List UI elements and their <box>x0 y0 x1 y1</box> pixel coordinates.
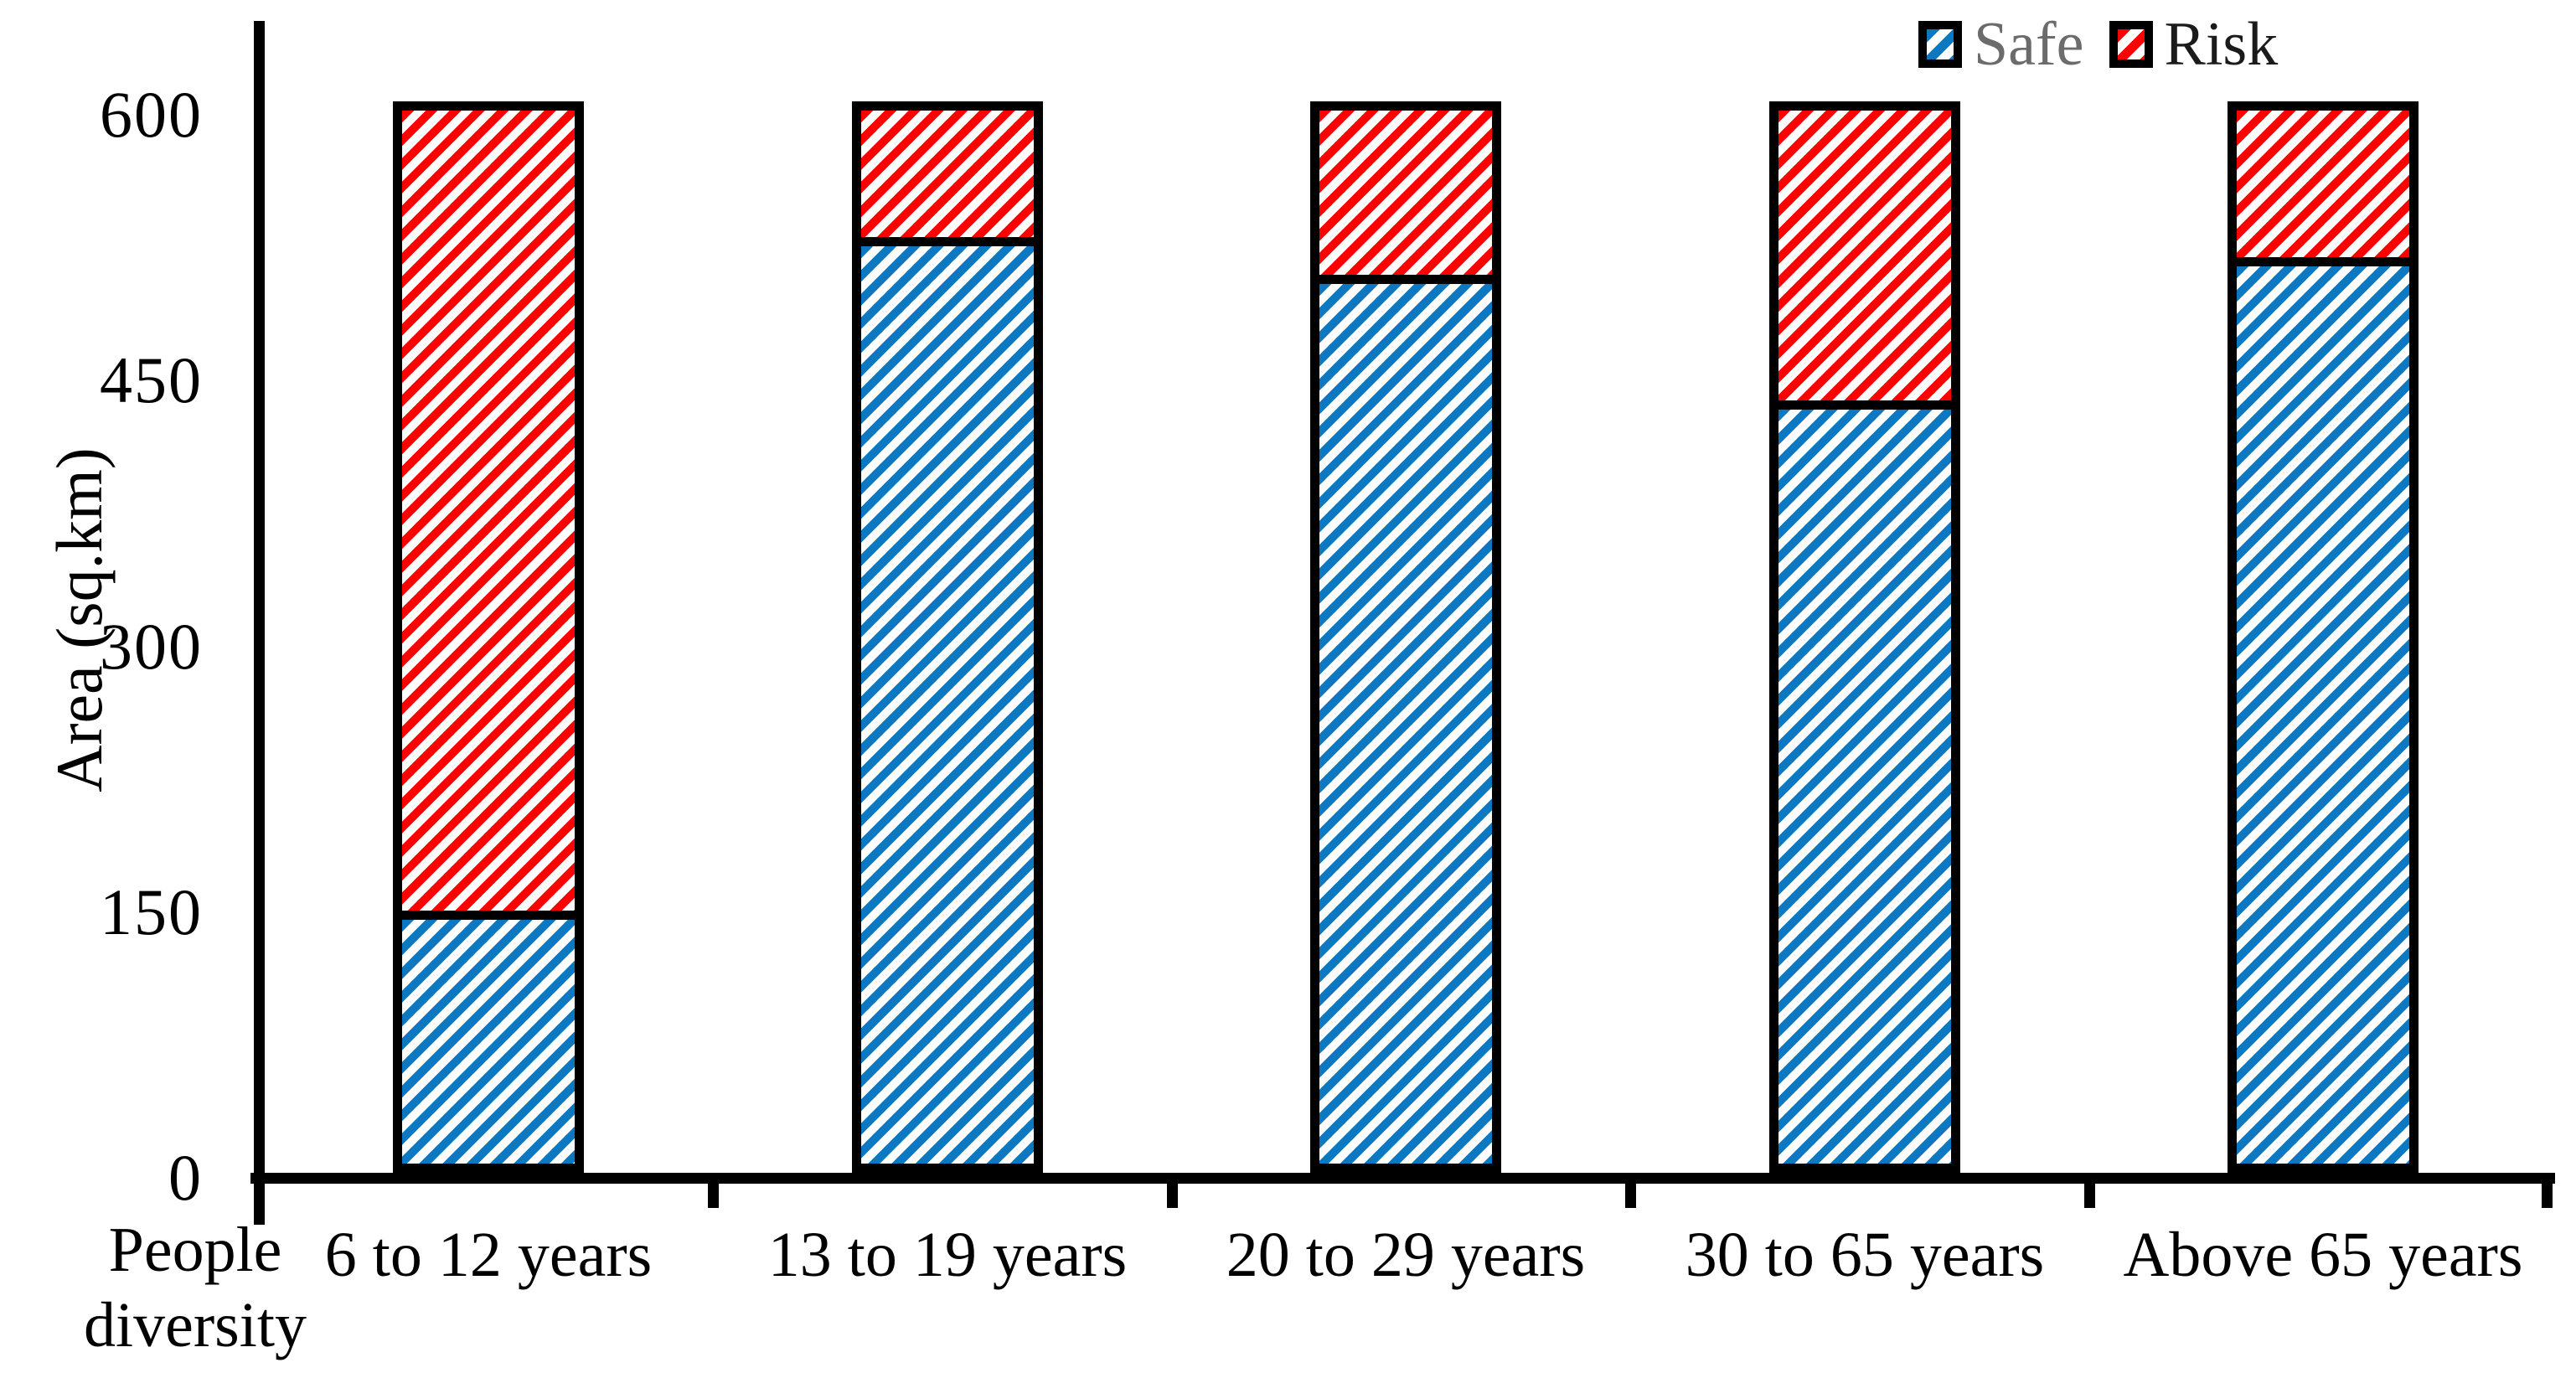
legend-entry-safe: Safe <box>1918 13 2084 75</box>
bar-safe-segment-3 <box>1769 400 1960 1173</box>
bar-risk-segment-4 <box>2228 101 2419 266</box>
bar-risk-segment-0 <box>393 101 584 920</box>
x-axis-tick-0 <box>708 1173 719 1208</box>
bar-risk-segment-1 <box>852 101 1043 247</box>
legend-swatch-risk <box>2109 21 2153 68</box>
bar-safe-segment-1 <box>852 237 1043 1173</box>
y-axis-line <box>254 21 265 1225</box>
bar-safe-segment-0 <box>393 910 584 1173</box>
x-axis-tick-4 <box>2542 1173 2553 1208</box>
chart-legend: Safe Risk <box>1918 13 2291 75</box>
x-axis-tick-2 <box>1625 1173 1636 1208</box>
x-axis-tick-1 <box>1167 1173 1178 1208</box>
y-tick-label-300: 300 <box>100 609 203 683</box>
bar-risk-segment-2 <box>1310 101 1501 284</box>
category-label-2: 20 to 29 years <box>1226 1220 1586 1290</box>
bar-risk-segment-3 <box>1769 101 1960 410</box>
legend-entry-risk: Risk <box>2109 10 2279 79</box>
x-axis-title: People diversity <box>84 1215 307 1360</box>
legend-label-risk: Risk <box>2164 10 2279 79</box>
bar-safe-segment-4 <box>2228 256 2419 1173</box>
x-axis-tick-3 <box>2084 1173 2095 1208</box>
category-label-3: 30 to 65 years <box>1685 1220 2045 1290</box>
x-axis-line <box>250 1173 2555 1184</box>
category-label-1: 13 to 19 years <box>767 1220 1128 1290</box>
bar-safe-segment-2 <box>1310 274 1501 1173</box>
y-tick-label-0: 0 <box>168 1141 203 1214</box>
category-label-4: Above 65 years <box>2123 1220 2523 1290</box>
legend-label-safe: Safe <box>1974 10 2084 79</box>
y-tick-label-600: 600 <box>100 78 203 151</box>
y-tick-label-450: 450 <box>100 343 203 417</box>
category-label-0: 6 to 12 years <box>324 1220 653 1290</box>
y-tick-label-150: 150 <box>100 875 203 948</box>
legend-swatch-safe <box>1918 21 1962 68</box>
